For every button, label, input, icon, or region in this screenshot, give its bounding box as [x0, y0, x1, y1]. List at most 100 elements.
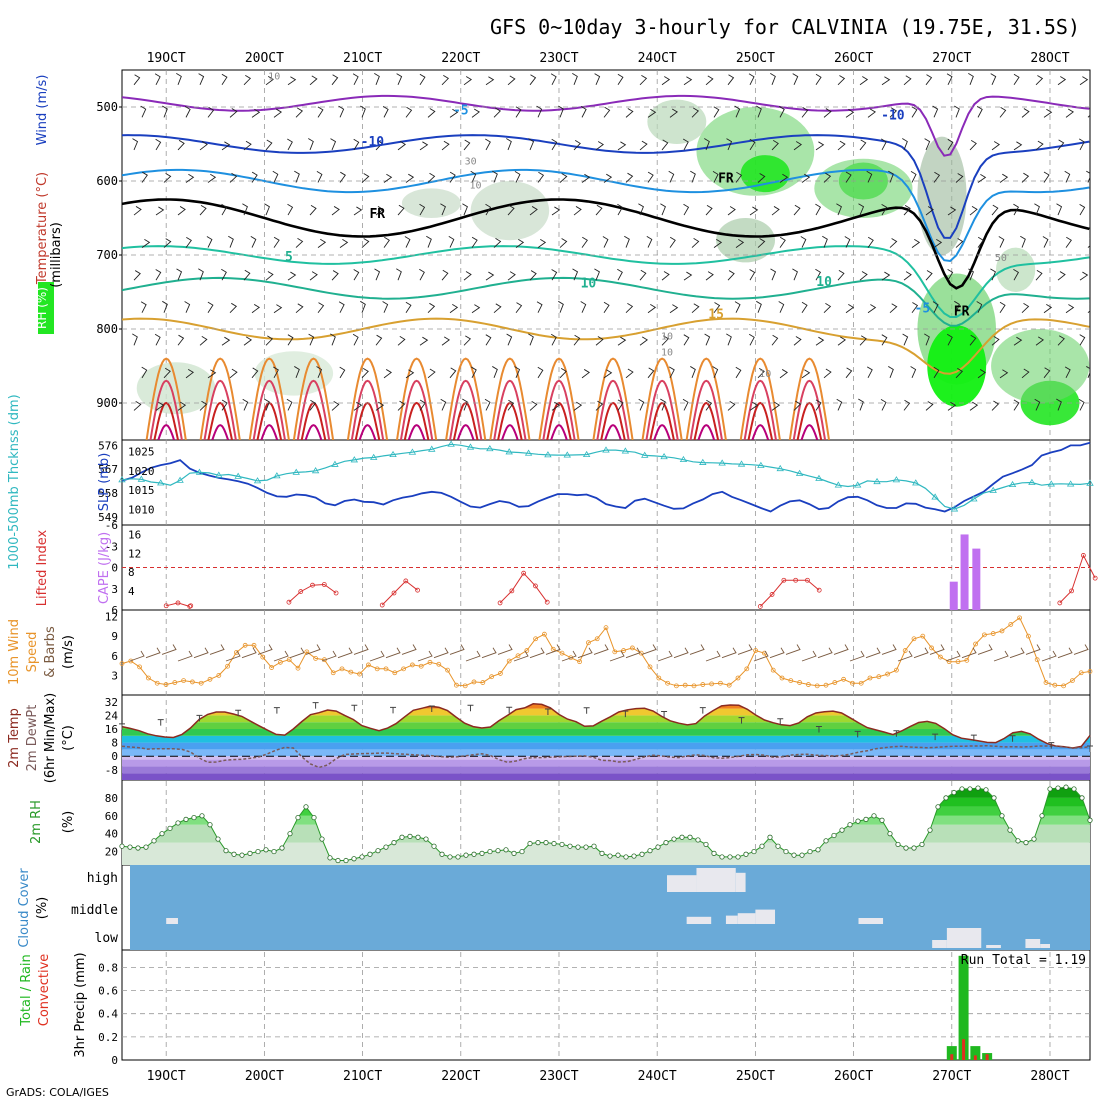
wind-barb — [207, 173, 217, 183]
wind-barb — [801, 301, 808, 313]
wind-speed-marker — [850, 680, 855, 686]
wind-barb — [793, 141, 803, 151]
wind-barb — [243, 140, 252, 151]
wind-barb-10m — [577, 647, 593, 659]
wind-barb — [999, 106, 1007, 118]
wind-barb — [374, 268, 381, 281]
wind-barb — [727, 74, 735, 86]
rh-marker — [183, 816, 189, 822]
wind-barb — [990, 268, 996, 281]
wind-barb — [815, 268, 822, 281]
wind-barb — [273, 366, 279, 379]
rh-marker — [631, 853, 637, 859]
temp-axis-label-3: (6hr Min/Max) — [43, 693, 58, 783]
wind-speed-marker — [990, 631, 996, 636]
wind-barb — [339, 171, 346, 183]
wind-barb — [559, 173, 568, 183]
lifted-index-marker — [769, 592, 775, 597]
wind-barb — [559, 367, 567, 379]
precip-tick-label: 0 — [111, 1054, 118, 1067]
wind-barb — [155, 206, 165, 216]
wind-barb-10m — [689, 644, 705, 655]
bottom-tick-label: 21OCT — [343, 1069, 382, 1084]
pressure-tick-label: 600 — [96, 174, 118, 188]
wind-barb — [969, 334, 977, 346]
wind-barb — [881, 76, 891, 86]
wind-barb — [749, 401, 759, 411]
cape-bar — [960, 534, 969, 610]
wind-axis-label-1: 10m Wind — [7, 619, 22, 685]
precip-convective-bar — [985, 1054, 989, 1060]
wind-speed-marker — [788, 678, 794, 684]
wind-speed-marker — [779, 675, 785, 681]
cloud-cell-low — [1025, 939, 1041, 948]
wind-barb-10m — [385, 647, 401, 659]
wind-barb — [1057, 139, 1065, 151]
wind-barb — [903, 204, 911, 216]
thickness-marker — [447, 440, 455, 447]
wind-barb — [133, 206, 142, 216]
wind-barb — [265, 271, 274, 281]
wind-barb-10m — [593, 644, 609, 655]
thickness-marker — [273, 472, 281, 479]
wind-barb — [331, 270, 339, 281]
precip-convective-bar — [973, 1055, 977, 1060]
top-tick-label: 26OCT — [834, 51, 873, 66]
wind-barb — [683, 76, 693, 86]
temp-band — [122, 729, 1090, 736]
thickness-marker — [660, 452, 668, 460]
wind-barb — [374, 73, 380, 85]
wind-speed-marker — [735, 675, 741, 681]
low-level-isotherm — [260, 424, 279, 440]
temp-band — [122, 759, 1090, 767]
low-level-isotherm — [358, 424, 377, 440]
wind-barb — [514, 366, 521, 379]
wind-barb — [141, 239, 151, 248]
lifted-index-marker — [333, 590, 339, 596]
wind-barb — [999, 301, 1006, 313]
wind-barb — [595, 400, 604, 411]
temp-band — [122, 703, 1090, 709]
wind-barb-10m — [433, 647, 449, 659]
top-date-axis: 19OCT 20OCT 21OCT 22OCT 23OCT 24OCT 25OCT 26OCT… — [147, 51, 1070, 66]
rh-marker — [551, 840, 557, 847]
wind-barb — [470, 170, 477, 183]
rh-marker — [175, 820, 181, 826]
precip-convective-bar — [950, 1054, 954, 1060]
rh-axis-label: RH (%) — [35, 287, 49, 329]
wind-barb — [1057, 335, 1065, 346]
rh-marker — [479, 850, 485, 856]
wind-speed-marker — [137, 664, 143, 670]
wind-barb — [140, 301, 147, 313]
wind-speed-marker — [348, 669, 354, 675]
wind-barb — [859, 76, 869, 86]
temp-tick-label: 8 — [111, 737, 118, 750]
wind-barb — [1034, 203, 1040, 216]
low-level-isotherm — [449, 379, 483, 440]
wind-barb — [463, 271, 472, 281]
wind-barb — [682, 138, 689, 151]
thickness-marker — [1047, 480, 1055, 487]
max-temp-bar — [1087, 745, 1093, 752]
wind-barb-10m — [241, 647, 257, 659]
wind-barb — [823, 368, 832, 379]
rh-marker — [1015, 838, 1021, 844]
thickness-marker — [912, 479, 920, 486]
max-temp-bar — [196, 714, 203, 722]
wind-barb — [617, 336, 627, 346]
precip-plot: Run Total = 1.19 — [122, 953, 1090, 1060]
wind-barb — [727, 206, 736, 216]
wind-barb — [287, 138, 293, 151]
low-level-isotherm — [256, 401, 283, 440]
wind-barb — [647, 304, 657, 314]
wind-speed-marker — [726, 682, 732, 688]
wind-barb — [1013, 399, 1020, 411]
low-level-isotherm — [792, 379, 827, 440]
low-level-isotherm — [788, 357, 830, 440]
wind-barb — [551, 206, 561, 216]
rh-marker — [831, 832, 837, 839]
wind-barb — [925, 401, 934, 411]
wind-barb — [221, 141, 231, 151]
